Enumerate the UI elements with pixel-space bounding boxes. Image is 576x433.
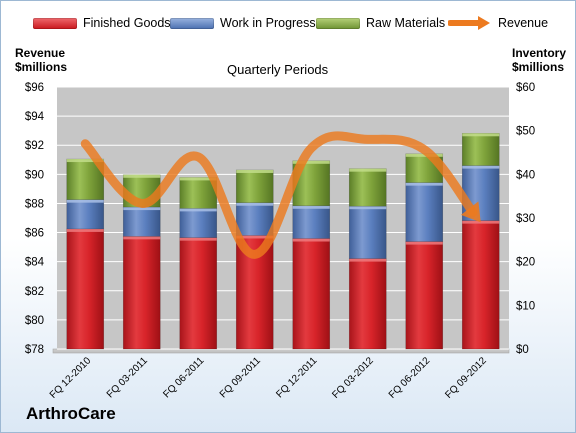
bar-work-in-progress-highlight — [292, 205, 330, 209]
bar-finished-goods — [405, 241, 444, 350]
left-axis-title: Revenue $millions — [15, 46, 67, 74]
bar-work-in-progress-highlight — [66, 199, 104, 203]
legend-finished-goods: Finished Goods — [33, 14, 171, 32]
left-axis-tick-label: $80 — [25, 315, 44, 327]
left-axis-tick-label: $90 — [25, 169, 44, 181]
legend-revenue: Revenue — [447, 14, 549, 32]
right-axis-tick-label: $20 — [516, 257, 535, 269]
left-axis-tick-label: $86 — [25, 228, 44, 240]
right-axis-tick-label: $0 — [516, 344, 529, 356]
x-axis-tick-label: FQ 09-2011 — [218, 355, 263, 400]
bar-raw-materials-highlight — [123, 174, 161, 178]
bar-work-in-progress — [66, 199, 105, 230]
bar-work-in-progress-highlight — [236, 202, 274, 206]
bar-finished-goods-highlight — [405, 241, 443, 245]
x-axis-tick-label: FQ 09-2012 — [443, 355, 489, 401]
bar-raw-materials-highlight — [349, 168, 387, 172]
left-axis-tick-label: $96 — [25, 82, 44, 94]
bar-work-in-progress — [405, 182, 444, 242]
left-axis-tick-label: $94 — [25, 111, 45, 123]
x-axis-tick-label: FQ 03-2011 — [105, 355, 150, 400]
bar-raw-materials — [348, 168, 387, 207]
bar-finished-goods-highlight — [66, 228, 104, 232]
bar-raw-materials-highlight — [179, 177, 217, 181]
revenue-arrowhead — [461, 201, 481, 223]
left-axis-title-line1: Revenue — [15, 46, 66, 60]
left-axis-title-line2: $millions — [15, 60, 68, 74]
chart-subtitle: Quarterly Periods — [227, 62, 329, 77]
bar-finished-goods — [292, 238, 331, 350]
bar-work-in-progress-highlight — [462, 165, 500, 169]
bar-work-in-progress-highlight — [349, 206, 387, 210]
plot-floor — [52, 348, 510, 354]
right-axis-title-line1: Inventory — [512, 46, 567, 60]
bar-raw-materials-highlight — [405, 153, 443, 157]
bar-finished-goods — [348, 258, 387, 350]
bar-finished-goods-highlight — [349, 258, 387, 262]
bar-raw-materials — [461, 132, 500, 166]
x-axis-tick-label: FQ 06-2011 — [161, 355, 206, 400]
bar-raw-materials-highlight — [66, 159, 104, 163]
bar-work-in-progress — [179, 208, 218, 238]
legend-label-work-in-progress: Work in Progress — [220, 16, 316, 30]
bar-work-in-progress-highlight — [123, 207, 161, 211]
right-axis-tick-label: $30 — [516, 213, 535, 225]
bar-finished-goods-highlight — [462, 220, 500, 224]
revenue-line — [80, 131, 478, 259]
x-axis-tick-label: FQ 03-2012 — [330, 355, 376, 401]
x-axis-tick-label: FQ 06-2012 — [387, 355, 433, 401]
legend-label-raw-materials: Raw Materials — [366, 16, 446, 30]
right-axis-title-line2: $millions — [512, 60, 565, 74]
bar-work-in-progress — [235, 202, 274, 236]
left-axis-tick-label: $88 — [25, 198, 44, 210]
bar-work-in-progress — [348, 205, 387, 259]
bar-finished-goods — [461, 220, 500, 350]
bar-raw-materials-highlight — [292, 160, 330, 164]
bar-finished-goods-highlight — [236, 235, 274, 239]
bar-raw-materials — [235, 169, 274, 204]
right-axis-tick-label: $60 — [516, 82, 535, 94]
left-axis-tick-label: $78 — [25, 344, 44, 356]
legend-swatch-revenue — [447, 14, 492, 32]
right-axis-tick-label: $50 — [516, 126, 535, 138]
bar-work-in-progress-highlight — [405, 182, 443, 186]
bar-raw-materials-highlight — [236, 169, 274, 173]
bar-raw-materials — [179, 177, 218, 209]
right-axis-title: Inventory $millions — [512, 46, 566, 74]
x-axis-tick-label: FQ 12-2011 — [274, 355, 319, 400]
left-axis-tick-label: $82 — [25, 286, 44, 298]
x-axis-tick-label: FQ 12-2010 — [48, 355, 94, 401]
legend-label-revenue: Revenue — [498, 16, 549, 30]
bar-finished-goods — [179, 237, 218, 350]
bar-raw-materials-highlight — [462, 133, 500, 137]
legend-label-finished-goods: Finished Goods — [83, 16, 171, 30]
company-name: ArthroCare — [26, 404, 116, 423]
left-axis-tick-label: $92 — [25, 140, 44, 152]
bar-finished-goods-highlight — [123, 236, 161, 240]
legend-swatch-finished-goods — [33, 17, 77, 29]
bar-work-in-progress — [292, 205, 331, 239]
right-axis-tick-label: $10 — [516, 300, 535, 312]
bar-finished-goods-highlight — [292, 238, 330, 242]
bar-work-in-progress — [122, 206, 161, 237]
legend-swatch-raw-materials — [316, 17, 360, 29]
legend-raw-materials: Raw Materials — [316, 14, 445, 32]
legend-work-in-progress: Work in Progress — [170, 14, 316, 32]
bar-finished-goods-highlight — [179, 237, 217, 241]
bar-finished-goods — [122, 236, 161, 350]
bar-finished-goods — [66, 228, 105, 350]
right-axis-tick-label: $40 — [516, 169, 535, 181]
bar-work-in-progress-highlight — [179, 208, 217, 212]
left-axis-tick-label: $84 — [25, 257, 45, 269]
legend-swatch-work-in-progress — [170, 17, 214, 29]
